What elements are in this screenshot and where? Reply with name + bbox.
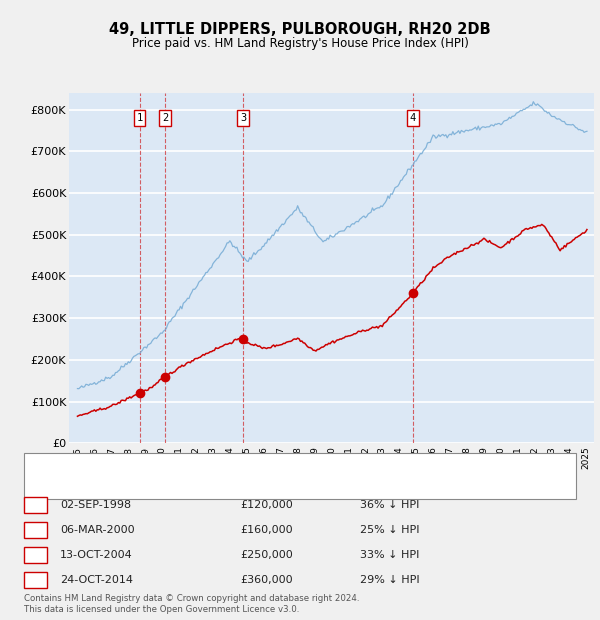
Text: 2: 2 — [32, 525, 39, 535]
Text: This data is licensed under the Open Government Licence v3.0.: This data is licensed under the Open Gov… — [24, 604, 299, 614]
Text: Price paid vs. HM Land Registry's House Price Index (HPI): Price paid vs. HM Land Registry's House … — [131, 37, 469, 50]
Text: 4: 4 — [410, 113, 416, 123]
Text: HPI: Average price, detached house, Horsham: HPI: Average price, detached house, Hors… — [63, 482, 292, 492]
Text: ———: ——— — [30, 459, 67, 472]
Text: 29% ↓ HPI: 29% ↓ HPI — [360, 575, 419, 585]
Text: £360,000: £360,000 — [240, 575, 293, 585]
Text: 1: 1 — [32, 500, 39, 510]
Text: 02-SEP-1998: 02-SEP-1998 — [60, 500, 131, 510]
Text: 33% ↓ HPI: 33% ↓ HPI — [360, 550, 419, 560]
Text: 24-OCT-2014: 24-OCT-2014 — [60, 575, 133, 585]
Text: 3: 3 — [240, 113, 246, 123]
Text: £160,000: £160,000 — [240, 525, 293, 535]
Text: 49, LITTLE DIPPERS, PULBOROUGH, RH20 2DB: 49, LITTLE DIPPERS, PULBOROUGH, RH20 2DB — [109, 22, 491, 37]
Text: ———: ——— — [30, 481, 67, 494]
Text: 06-MAR-2000: 06-MAR-2000 — [60, 525, 134, 535]
Text: 2: 2 — [162, 113, 168, 123]
Text: Contains HM Land Registry data © Crown copyright and database right 2024.: Contains HM Land Registry data © Crown c… — [24, 593, 359, 603]
Text: 36% ↓ HPI: 36% ↓ HPI — [360, 500, 419, 510]
Text: 4: 4 — [32, 575, 39, 585]
Text: £250,000: £250,000 — [240, 550, 293, 560]
Text: 1: 1 — [136, 113, 143, 123]
Text: 25% ↓ HPI: 25% ↓ HPI — [360, 525, 419, 535]
Text: 13-OCT-2004: 13-OCT-2004 — [60, 550, 133, 560]
Text: £120,000: £120,000 — [240, 500, 293, 510]
Text: 49, LITTLE DIPPERS, PULBOROUGH, RH20 2DB (detached house): 49, LITTLE DIPPERS, PULBOROUGH, RH20 2DB… — [63, 461, 384, 471]
Text: 3: 3 — [32, 550, 39, 560]
